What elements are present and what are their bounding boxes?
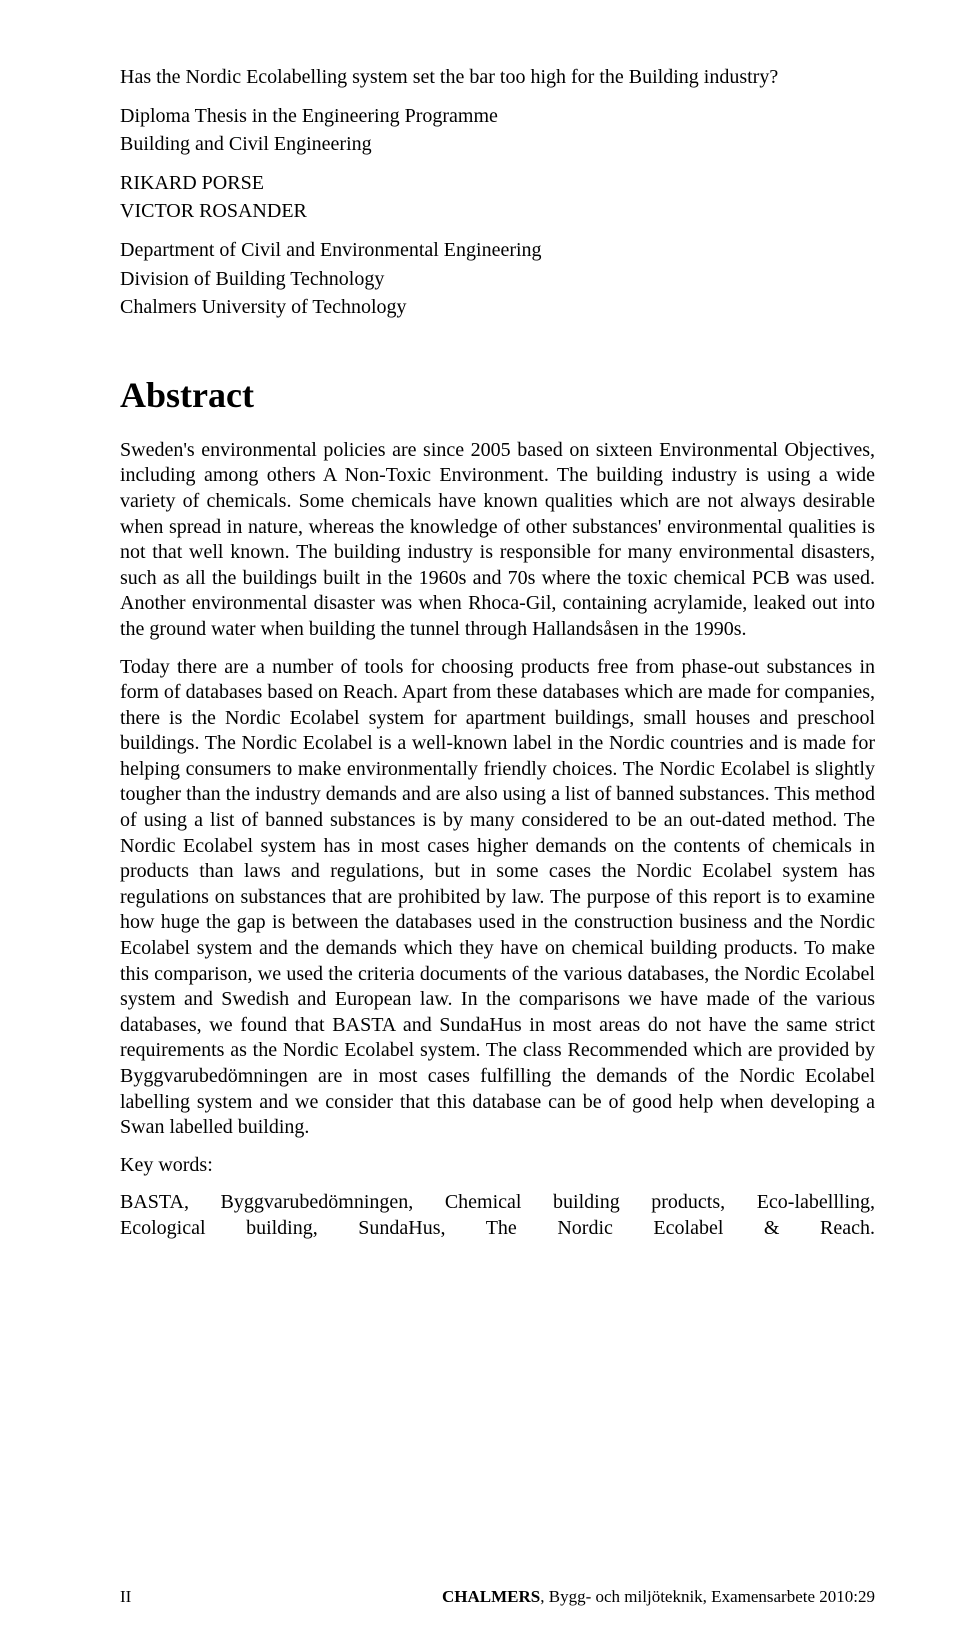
department-line: Department of Civil and Environmental En… (120, 238, 875, 264)
keywords-line-2: Ecological building, SundaHus, The Nordi… (120, 1216, 875, 1242)
division-line: Division of Building Technology (120, 267, 875, 293)
abstract-paragraph-1: Sweden's environmental policies are sinc… (120, 438, 875, 643)
programme-line: Building and Civil Engineering (120, 132, 875, 158)
university-line: Chalmers University of Technology (120, 295, 875, 321)
keywords-label: Key words: (120, 1153, 875, 1179)
abstract-paragraph-2: Today there are a number of tools for ch… (120, 655, 875, 1141)
title: Has the Nordic Ecolabelling system set t… (120, 65, 875, 91)
keywords-line-1: BASTA, Byggvarubedömningen, Chemical bui… (120, 1190, 875, 1216)
page-number: II (120, 1587, 131, 1607)
author-1: RIKARD PORSE (120, 171, 875, 197)
abstract-heading: Abstract (120, 374, 875, 416)
page: Has the Nordic Ecolabelling system set t… (0, 0, 960, 1651)
thesis-line: Diploma Thesis in the Engineering Progra… (120, 104, 875, 130)
footer-publisher-rest: , Bygg- och miljöteknik, Examensarbete 2… (540, 1587, 875, 1606)
footer: II CHALMERS, Bygg- och miljöteknik, Exam… (120, 1587, 875, 1607)
footer-publisher: CHALMERS, Bygg- och miljöteknik, Examens… (442, 1587, 875, 1607)
footer-publisher-bold: CHALMERS (442, 1587, 540, 1606)
author-2: VICTOR ROSANDER (120, 199, 875, 225)
